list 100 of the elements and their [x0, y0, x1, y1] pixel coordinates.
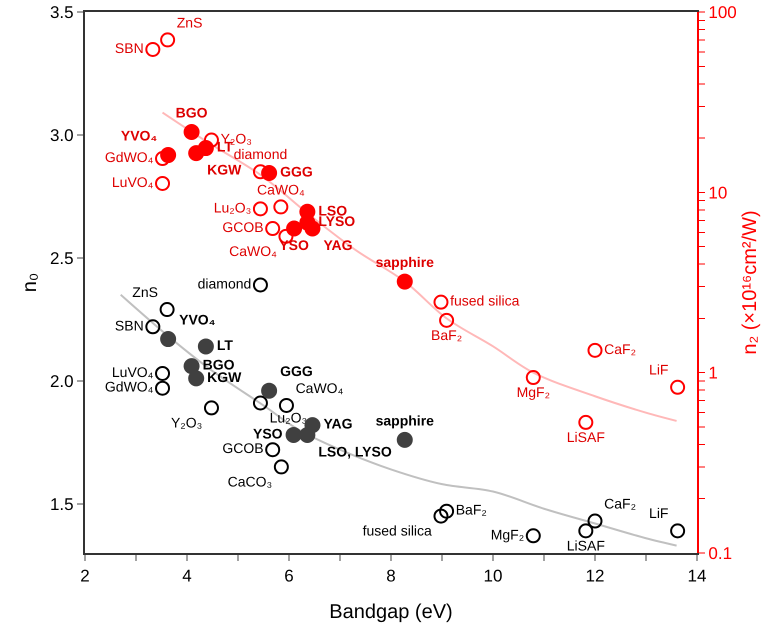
x-tick-label: 4 — [182, 566, 192, 586]
y2-axis-title: n₂ (×10¹⁶cm²/W) — [738, 210, 761, 355]
data-label: CaCO₃ — [228, 474, 272, 490]
data-label: BaF₂ — [456, 502, 487, 518]
data-label: LiF — [649, 362, 668, 378]
y-tick-label: 3.5 — [50, 2, 74, 22]
data-label: CaWO₄ — [256, 181, 305, 198]
data-label: YVO₄ — [120, 128, 158, 144]
point — [273, 199, 288, 214]
point — [184, 124, 200, 140]
data-label: GCOB — [222, 440, 264, 456]
point — [286, 426, 302, 443]
point — [155, 151, 170, 166]
point — [274, 459, 289, 474]
y2-tick-label: 0.1 — [708, 544, 732, 563]
point — [670, 380, 686, 395]
data-label: YAG — [323, 416, 353, 432]
point — [670, 523, 686, 538]
data-label: LuVO₄ — [112, 174, 154, 190]
point — [588, 514, 602, 529]
point — [145, 42, 160, 57]
data-label: sapphire — [376, 412, 434, 428]
point — [145, 319, 160, 334]
point — [433, 508, 448, 524]
point — [204, 400, 219, 416]
point — [155, 366, 170, 381]
point — [278, 398, 294, 413]
x-tick-label: 8 — [386, 566, 396, 586]
point — [588, 342, 602, 358]
data-label: CaWO₄ — [229, 242, 278, 259]
data-label: CaF₂ — [604, 495, 636, 512]
data-label: LiSAF — [566, 429, 605, 446]
data-label: BaF₂ — [431, 326, 462, 343]
point — [261, 165, 278, 181]
data-label: fused silica — [362, 522, 432, 539]
point — [160, 147, 176, 164]
point — [198, 140, 214, 156]
point — [396, 274, 413, 290]
point — [252, 277, 268, 292]
data-label: diamond — [198, 275, 252, 292]
data-label: YSO — [279, 237, 309, 254]
point — [396, 432, 413, 448]
data-label: ZnS — [176, 14, 202, 30]
y2-tick-label: 100 — [708, 2, 737, 22]
data-label: LuVO₄ — [112, 364, 154, 380]
point — [299, 426, 316, 443]
y2-tick-label: 1 — [708, 364, 718, 383]
point — [578, 523, 594, 538]
y2-tick-label: 10 — [708, 183, 728, 202]
x-axis-title: Bandgap (eV) — [329, 601, 453, 623]
point — [526, 528, 541, 544]
point — [265, 221, 280, 236]
data-label: GGG — [280, 363, 313, 380]
x-tick-label: 10 — [484, 566, 502, 586]
data-label: YSO — [253, 425, 283, 442]
data-label: BGO — [176, 104, 208, 121]
data-label: YVO₄ — [179, 312, 216, 328]
point — [160, 32, 176, 48]
x-tick-label: 2 — [80, 566, 90, 586]
point — [526, 370, 541, 386]
point — [184, 358, 200, 374]
data-label: YAG — [323, 237, 353, 254]
data-label: LSO, LYSO — [318, 443, 392, 460]
data-label: SBN — [114, 317, 144, 334]
data-label: KGW — [207, 162, 242, 178]
x-tick-label: 6 — [284, 566, 294, 586]
data-label: diamond — [234, 146, 288, 162]
point — [160, 302, 175, 318]
point — [188, 370, 204, 386]
data-label: LT — [216, 336, 234, 353]
point — [304, 220, 320, 237]
y-tick-label: 2.5 — [50, 248, 74, 268]
data-label: LiF — [649, 505, 668, 522]
y-axis-title: n₀ — [18, 272, 41, 292]
data-label: LiSAF — [566, 537, 605, 554]
point — [261, 382, 278, 399]
data-label: GCOB — [222, 219, 264, 236]
point — [204, 132, 219, 148]
point — [439, 504, 454, 519]
point — [433, 294, 448, 310]
point — [265, 442, 280, 458]
data-label: MgF₂ — [516, 384, 550, 400]
point — [578, 414, 594, 430]
y-tick-label: 3.0 — [50, 126, 74, 145]
x-tick-label: 12 — [586, 566, 604, 586]
data-label: MgF₂ — [490, 526, 524, 542]
point — [155, 176, 170, 191]
point — [252, 396, 268, 410]
data-label: fused silica — [450, 292, 520, 309]
data-label: sapphire — [376, 254, 434, 270]
y-tick-label: 1.5 — [50, 494, 74, 514]
y-tick-label: 2.0 — [50, 372, 74, 391]
data-label: CaF₂ — [604, 340, 636, 357]
data-label: ZnS — [132, 284, 158, 300]
x-tick-label: 14 — [688, 566, 706, 586]
data-label: Lu₂O₃ — [214, 199, 252, 216]
point — [160, 331, 176, 348]
data-label: GdWO₄ — [104, 149, 154, 166]
data-label: CaWO₄ — [296, 380, 344, 396]
point — [155, 380, 170, 396]
